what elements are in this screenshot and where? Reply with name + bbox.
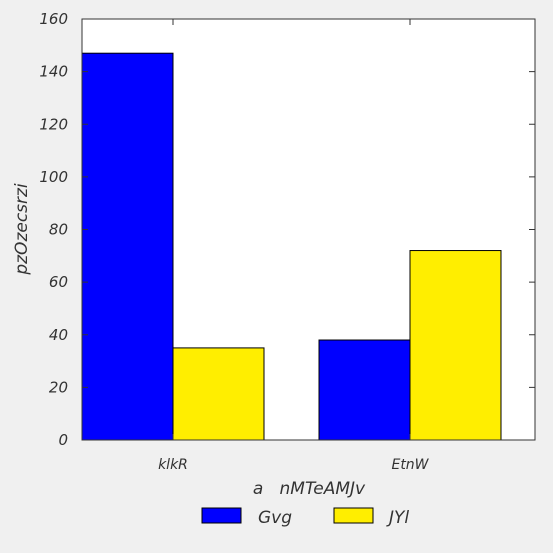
x-tick-label-klkr: klkR: [158, 457, 188, 473]
legend-swatch-gvg: [201, 507, 242, 524]
y-tick-label-140: 140: [39, 63, 68, 81]
y-tick-label-60: 60: [49, 273, 68, 291]
y-tick-label-0: 0: [58, 431, 68, 449]
legend-swatch-jyl: [333, 507, 374, 524]
y-axis-label: pzOzecsrzi: [12, 183, 32, 276]
legend-label-jyl: JYl: [386, 508, 409, 528]
y-tick-label-160: 160: [39, 10, 68, 28]
y-tick-label-120: 120: [39, 115, 68, 133]
y-tick-labels: 0 20 40 60 80 100 120 140 160: [39, 10, 68, 449]
y-tick-label-100: 100: [39, 168, 68, 186]
bars-layer: [81, 52, 502, 441]
legend: Gvg JYl: [201, 507, 409, 528]
y-tick-label-40: 40: [49, 326, 68, 344]
legend-label-gvg: Gvg: [258, 508, 292, 528]
x-tick-label-etnw: EtnW: [391, 457, 429, 473]
bar-jyl-etnw: [409, 250, 502, 441]
plot-frame: [81, 18, 536, 441]
y-tick-label-20: 20: [49, 378, 68, 396]
bar-gvg-klkr: [81, 52, 174, 441]
y-tick-label-80: 80: [49, 221, 68, 239]
bar-jyl-klkr: [172, 347, 265, 441]
x-axis-label: a nMTeAMJv: [253, 479, 366, 499]
x-tick-labels: klkR EtnW: [158, 457, 430, 473]
bar-gvg-etnw: [318, 339, 411, 441]
